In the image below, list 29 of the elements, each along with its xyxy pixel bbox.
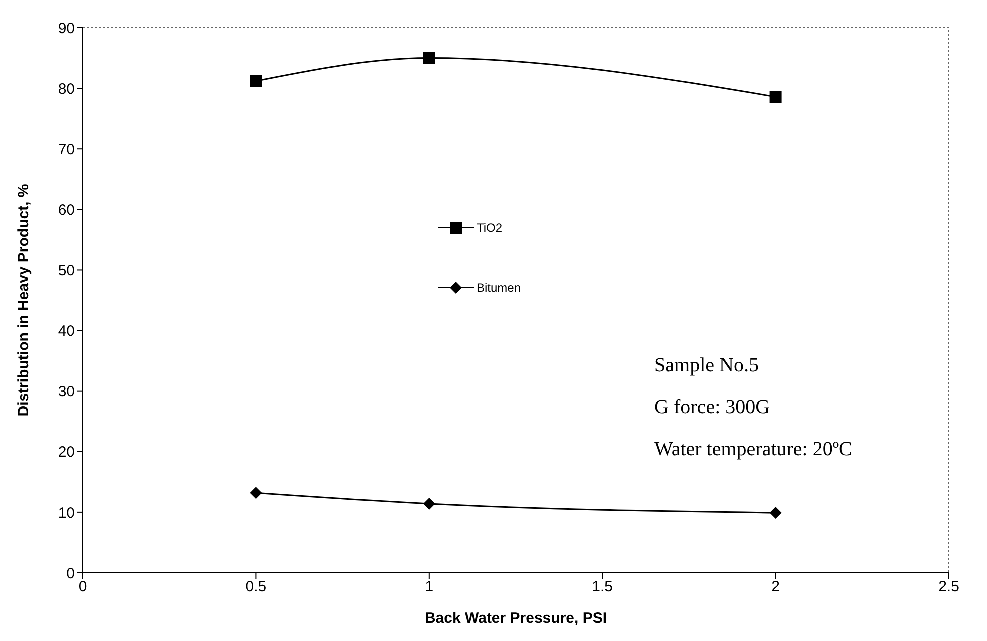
legend-label: Bitumen xyxy=(477,281,522,295)
x-tick-label: 2 xyxy=(772,578,780,596)
x-tick-label: 2.5 xyxy=(938,578,960,596)
y-tick-label: 30 xyxy=(58,384,75,401)
y-tick-label: 70 xyxy=(58,141,75,158)
y-tick-label: 50 xyxy=(58,262,75,280)
point xyxy=(250,75,262,88)
annotation: Water temperature: 20ºC xyxy=(654,438,852,460)
y-tick-label: 90 xyxy=(58,20,75,38)
y-tick-label: 20 xyxy=(58,444,75,462)
point xyxy=(423,498,436,510)
y-tick-label: 80 xyxy=(58,80,75,98)
x-axis-title: Back Water Pressure, PSI xyxy=(424,610,608,627)
x-tick-label: 1 xyxy=(425,578,434,596)
point xyxy=(250,487,262,500)
y-axis-title: Distribution in Heavy Product, % xyxy=(15,184,32,417)
x-tick-label: 0.5 xyxy=(246,578,267,596)
y-tick-label: 40 xyxy=(58,323,75,340)
x-tick-label: 0 xyxy=(78,578,88,596)
annotation: Sample No.5 xyxy=(654,354,759,376)
legend-label: TiO2 xyxy=(477,221,503,235)
y-tick-label: 10 xyxy=(58,504,75,522)
y-tick-label: 0 xyxy=(66,565,75,582)
point xyxy=(423,52,436,64)
y-tick-label: 60 xyxy=(58,202,75,219)
annotation: G force: 300G xyxy=(654,396,770,418)
point xyxy=(770,91,782,104)
point xyxy=(770,507,782,520)
x-tick-label: 1.5 xyxy=(592,578,614,596)
